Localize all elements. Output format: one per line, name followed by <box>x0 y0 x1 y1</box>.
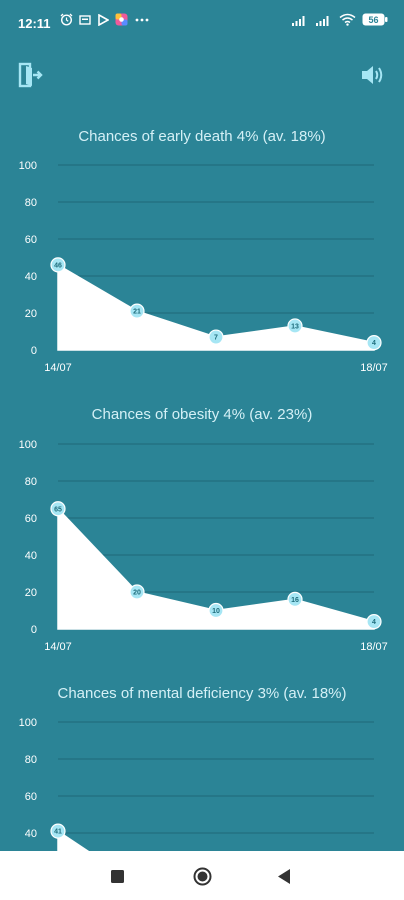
y-tick-label: 80 <box>25 476 37 488</box>
exit-button[interactable] <box>18 62 48 88</box>
alarm-icon <box>60 13 73 26</box>
play-store-icon <box>98 13 109 26</box>
signal-icon <box>292 15 305 26</box>
circle-home-icon <box>193 867 212 886</box>
chart-obesity: 0 20 40 60 80 100 65 20 10 16 4 14/07 18/07 <box>19 439 388 653</box>
battery-icon: 56 <box>362 13 388 26</box>
signal-icon <box>316 15 329 26</box>
more-icon <box>135 18 149 21</box>
message-icon <box>79 14 91 25</box>
wifi-icon <box>339 13 356 26</box>
data-label: 65 <box>54 506 62 513</box>
home-button[interactable] <box>193 867 212 886</box>
data-point <box>366 335 382 351</box>
y-tick-label: 20 <box>25 587 37 599</box>
system-nav-bar <box>0 851 404 900</box>
speaker-icon <box>362 66 383 84</box>
data-label: 46 <box>54 262 62 269</box>
x-tick-label: 18/07 <box>360 641 388 653</box>
back-button[interactable] <box>278 869 291 884</box>
data-label: 4 <box>372 340 376 347</box>
status-time: 12:11 <box>18 16 51 31</box>
square-recents-icon <box>111 870 124 883</box>
y-tick-label: 60 <box>25 513 37 525</box>
status-system-icons: 56 <box>291 13 388 26</box>
data-label: 16 <box>291 597 299 604</box>
x-tick-label: 14/07 <box>44 362 72 374</box>
chart-title-obesity: Chances of obesity 4% (av. 23%) <box>91 406 313 423</box>
chart-title-early-death: Chances of early death 4% (av. 18%) <box>78 128 326 145</box>
y-tick-label: 60 <box>25 791 37 803</box>
y-tick-label: 60 <box>25 234 37 246</box>
y-tick-label: 80 <box>25 197 37 209</box>
data-label: 7 <box>214 335 218 342</box>
chart-mental-deficiency: 40 60 80 100 41 <box>19 717 374 900</box>
y-tick-label: 40 <box>25 828 37 840</box>
data-label: 10 <box>212 608 220 615</box>
data-point <box>50 823 66 839</box>
y-tick-label: 20 <box>25 308 37 320</box>
x-tick-label: 18/07 <box>360 362 388 374</box>
y-tick-label: 40 <box>25 271 37 283</box>
status-bar: 12:11 <box>0 0 404 46</box>
y-tick-label: 0 <box>31 345 37 357</box>
data-point <box>208 329 224 345</box>
data-point <box>208 602 224 619</box>
data-point <box>129 584 145 600</box>
data-label: 4 <box>372 619 376 626</box>
chart-early-death: 0 20 40 60 80 100 46 21 7 13 4 14/07 18/07 <box>19 160 388 374</box>
data-point <box>129 303 145 319</box>
exit-door-icon <box>18 62 43 88</box>
data-label: 20 <box>133 590 141 597</box>
status-notification-icons <box>60 13 150 26</box>
y-tick-label: 80 <box>25 754 37 766</box>
data-point <box>50 501 66 517</box>
data-point <box>50 257 66 273</box>
x-tick-label: 14/07 <box>44 641 72 653</box>
y-tick-label: 100 <box>19 717 37 729</box>
data-point <box>366 614 382 630</box>
data-point <box>287 318 303 334</box>
sound-toggle-button[interactable] <box>360 62 390 88</box>
y-tick-label: 0 <box>31 624 37 636</box>
y-tick-label: 100 <box>19 160 37 172</box>
data-label: 41 <box>54 829 62 836</box>
y-tick-label: 40 <box>25 550 37 562</box>
recents-button[interactable] <box>111 870 124 883</box>
data-label: 21 <box>133 309 141 316</box>
triangle-back-icon <box>278 869 290 884</box>
data-point <box>287 591 303 607</box>
y-tick-label: 100 <box>19 439 37 451</box>
data-label: 13 <box>291 323 299 330</box>
battery-level: 56 <box>368 15 378 25</box>
chart-title-mental-deficiency: Chances of mental deficiency 3% (av. 18%… <box>57 685 347 702</box>
app-icon <box>115 13 128 26</box>
